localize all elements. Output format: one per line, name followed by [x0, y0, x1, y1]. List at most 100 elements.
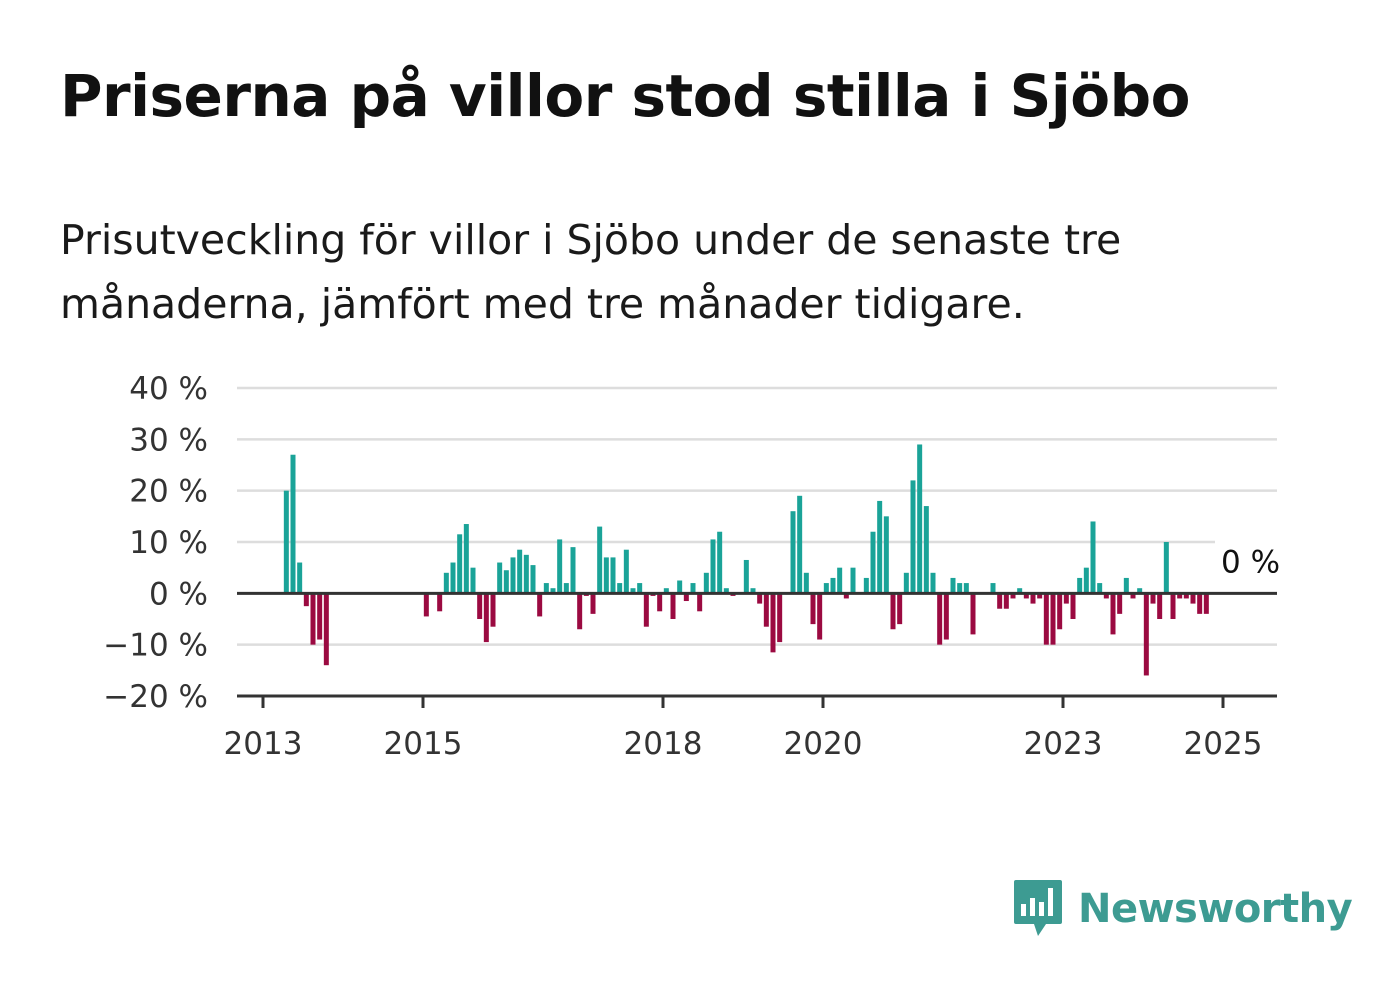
y-tick-label: 30 % — [129, 422, 208, 458]
bar — [563, 583, 569, 594]
bar-chart: −20 %−10 %0 %10 %20 %30 %40 % 2013 2015 20… — [103, 371, 1283, 762]
bar — [543, 583, 549, 594]
x-tick-label: 2020 — [784, 726, 863, 762]
bar — [1097, 583, 1103, 594]
bar — [910, 480, 916, 594]
bar — [710, 539, 716, 594]
end-label-background — [1215, 537, 1283, 582]
bar — [637, 583, 643, 594]
bar — [463, 524, 469, 594]
bar — [657, 593, 663, 612]
bar — [283, 490, 289, 594]
bar — [803, 572, 809, 594]
bar — [450, 562, 456, 594]
bar — [1150, 593, 1156, 604]
bar — [1083, 567, 1089, 594]
bar — [837, 567, 843, 594]
grid-lines — [237, 386, 1277, 646]
y-axis-labels: −20 % −10 % 0 % 10 % 20 % 30 % 40 % — [103, 371, 208, 715]
bar — [797, 495, 803, 594]
bar — [1010, 593, 1016, 599]
bar — [950, 577, 956, 594]
bar — [830, 577, 836, 594]
bar — [570, 547, 576, 594]
bar — [703, 572, 709, 594]
bar — [930, 572, 936, 594]
bar — [597, 526, 603, 594]
x-tick-label: 2015 — [384, 726, 463, 762]
newsworthy-logo: Newsworthy — [1012, 878, 1353, 940]
bar — [770, 593, 776, 653]
bar — [523, 554, 529, 594]
y-tick-label: 20 % — [129, 474, 208, 510]
bar — [963, 583, 969, 594]
bar — [303, 593, 309, 607]
bar — [1123, 577, 1129, 594]
bar — [497, 562, 503, 594]
bar — [1050, 593, 1056, 645]
bar — [897, 593, 903, 625]
bar — [1023, 593, 1029, 599]
bar — [1003, 593, 1009, 609]
bar — [970, 593, 976, 635]
bar — [510, 557, 516, 594]
bar — [823, 583, 829, 594]
chart-subtitle: Prisutveckling för villor i Sjöbo under … — [60, 216, 1122, 328]
bar — [843, 593, 849, 599]
bar — [903, 572, 909, 594]
x-axis-ticks: 2013 2015 2018 2020 2023 2025 — [224, 696, 1263, 762]
bar — [937, 593, 943, 645]
bar — [1103, 593, 1109, 599]
bar — [423, 593, 429, 617]
bar — [1077, 577, 1083, 594]
bar — [690, 583, 696, 594]
bar — [1190, 593, 1196, 604]
bar — [1170, 593, 1176, 619]
bar — [623, 549, 629, 594]
x-tick-label: 2018 — [624, 726, 703, 762]
bar — [1063, 593, 1069, 604]
bar — [1177, 593, 1183, 599]
bar — [810, 593, 816, 625]
bar — [1017, 588, 1023, 594]
bar — [1163, 542, 1169, 594]
bar — [1070, 593, 1076, 619]
bar — [457, 534, 463, 594]
bars — [283, 444, 1209, 676]
x-tick-label: 2023 — [1024, 726, 1103, 762]
bar — [790, 511, 796, 594]
bar — [1183, 593, 1189, 599]
x-tick-label: 2013 — [224, 726, 303, 762]
bar — [923, 506, 929, 594]
bar — [1143, 593, 1149, 676]
y-tick-label: 40 % — [129, 371, 208, 407]
bar — [670, 593, 676, 619]
bar — [530, 565, 536, 594]
bar — [443, 572, 449, 594]
bar — [1090, 521, 1096, 594]
bar — [677, 580, 683, 594]
bar — [437, 593, 443, 612]
bar — [723, 588, 729, 594]
bar — [877, 500, 883, 594]
bar — [717, 531, 723, 594]
end-label: 0 % — [1221, 544, 1280, 580]
bar — [603, 557, 609, 594]
bar — [617, 583, 623, 594]
y-tick-label: −10 % — [103, 628, 208, 664]
bar — [317, 593, 323, 640]
y-tick-label: 0 % — [149, 576, 208, 612]
bar — [550, 588, 556, 594]
bar — [517, 549, 523, 594]
bar — [483, 593, 489, 643]
bar-chart-speech-bubble-icon — [1014, 880, 1062, 936]
bar — [757, 593, 763, 604]
bar — [750, 588, 756, 594]
bar — [1197, 593, 1203, 614]
bar — [297, 562, 303, 594]
bar — [470, 567, 476, 594]
bar — [1110, 593, 1116, 635]
bar — [763, 593, 769, 627]
x-tick-label: 2025 — [1184, 726, 1263, 762]
bar — [1057, 593, 1063, 630]
